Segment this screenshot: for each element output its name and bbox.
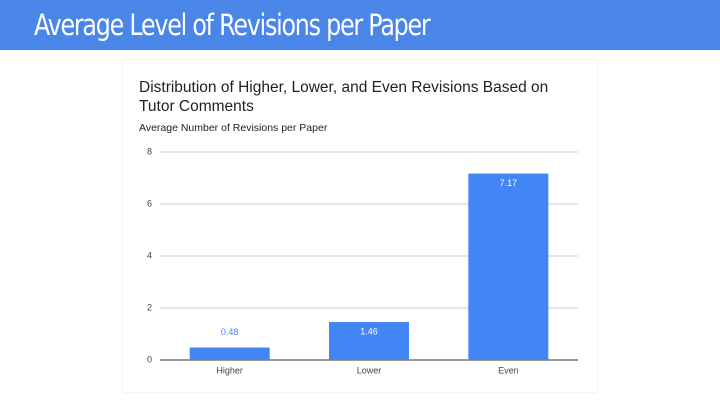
slide-title: Average Level of Revisions per Paper bbox=[34, 8, 431, 42]
bar bbox=[468, 173, 549, 360]
chart-title: Distribution of Higher, Lower, and Even … bbox=[139, 79, 549, 115]
data-label: 0.48 bbox=[221, 327, 239, 337]
y-tick-label: 8 bbox=[147, 146, 152, 156]
header-bar: Average Level of Revisions per Paper bbox=[0, 0, 720, 50]
y-axis-title: Average Number of Revisions per Paper bbox=[139, 122, 328, 134]
x-tick-label: Even bbox=[498, 365, 519, 375]
x-tick-label: Higher bbox=[216, 365, 243, 375]
bar bbox=[329, 322, 409, 360]
data-label: 1.46 bbox=[360, 326, 378, 336]
bar bbox=[189, 347, 270, 360]
x-tick-label: Lower bbox=[357, 365, 382, 375]
y-tick-label: 4 bbox=[147, 250, 152, 260]
data-label: 7.17 bbox=[500, 178, 518, 188]
y-tick-label: 2 bbox=[147, 302, 152, 312]
y-tick-label: 0 bbox=[147, 354, 152, 364]
y-tick-label: 6 bbox=[147, 198, 152, 208]
